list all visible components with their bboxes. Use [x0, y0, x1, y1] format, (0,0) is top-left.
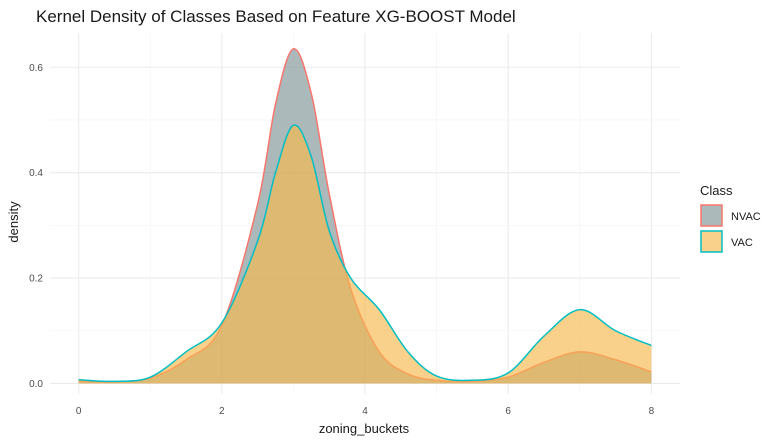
- y-tick-label: 0.2: [29, 274, 43, 285]
- legend-title: Class: [700, 183, 733, 198]
- chart-title: Kernel Density of Classes Based on Featu…: [36, 7, 516, 26]
- legend-swatch-vac: [700, 230, 723, 253]
- x-tick-label: 0: [76, 406, 82, 417]
- x-tick-label: 4: [362, 406, 368, 417]
- axis-ticks: 0 2 4 6 8 0.0 0.2 0.4 0.6: [29, 63, 654, 417]
- x-tick-label: 8: [649, 406, 655, 417]
- y-tick-label: 0.4: [29, 168, 43, 179]
- density-areas: [78, 48, 652, 384]
- legend: Class NVAC VAC: [700, 183, 761, 253]
- y-tick-label: 0.6: [29, 63, 43, 74]
- density-line-vac: [78, 124, 652, 383]
- y-axis-title: density: [6, 201, 21, 243]
- legend-swatch-nvac: [700, 204, 723, 227]
- density-area-vac: [78, 124, 652, 384]
- x-axis-title: zoning_buckets: [319, 421, 410, 436]
- legend-items: NVAC VAC: [700, 204, 761, 253]
- legend-label-vac: VAC: [731, 237, 753, 249]
- y-tick-label: 0.0: [29, 379, 43, 390]
- x-tick-label: 2: [219, 406, 225, 417]
- legend-label-nvac: NVAC: [731, 211, 761, 223]
- x-tick-label: 6: [505, 406, 511, 417]
